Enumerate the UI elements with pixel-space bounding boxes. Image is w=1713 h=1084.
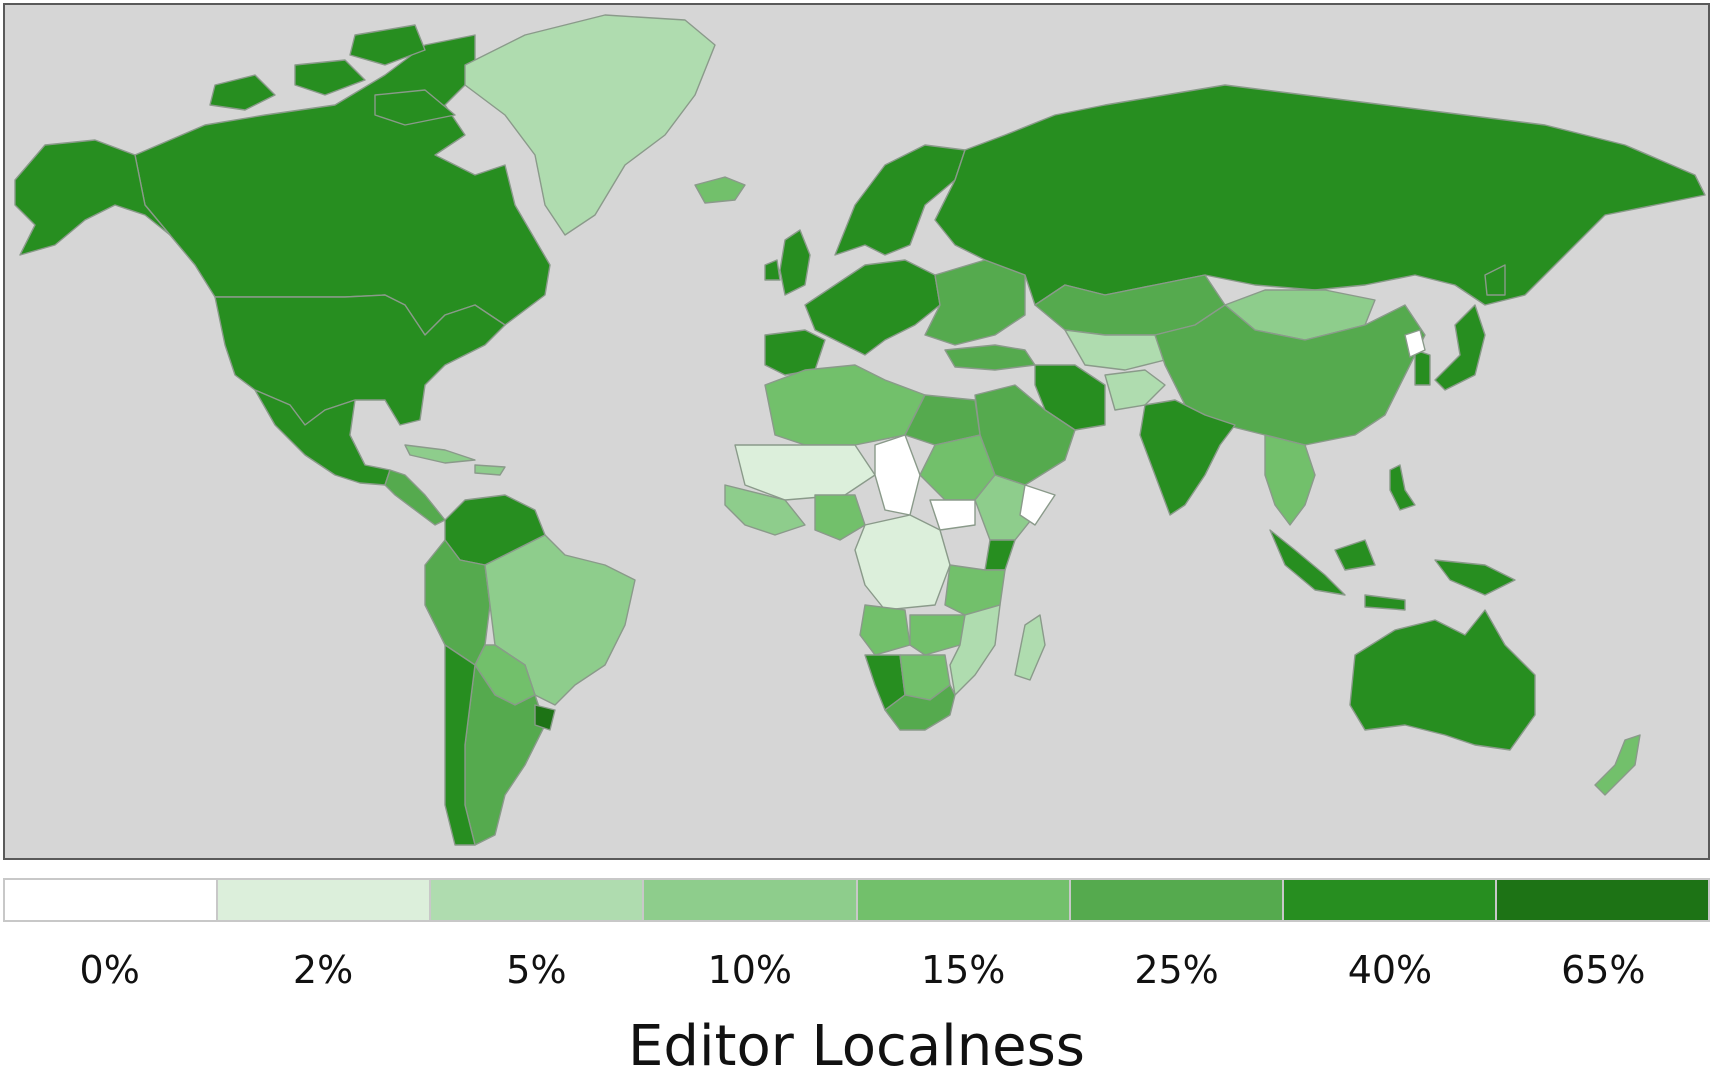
legend-label-5: 25% [1134, 948, 1219, 992]
region-nigeria [814, 494, 866, 541]
legend-label-3: 10% [707, 948, 793, 992]
region-united-kingdom [764, 229, 811, 296]
region-zambia [909, 614, 966, 656]
region-japan [1434, 264, 1506, 391]
region-uruguay [534, 704, 556, 731]
region-southeast-asia [1264, 434, 1316, 526]
world-map [3, 3, 1710, 860]
region-central-asia [1064, 329, 1166, 371]
region-sahel [734, 444, 876, 501]
legend-label-0: 0% [79, 948, 140, 992]
legend-label-2: 5% [506, 948, 567, 992]
region-peru-ecuador [424, 539, 491, 666]
region-iceland [694, 176, 746, 204]
legend-swatch-4 [857, 880, 1071, 920]
region-greenland [464, 14, 716, 236]
region-south-africa [884, 684, 956, 731]
region-eastern-europe [924, 259, 1026, 346]
region-central-america [384, 469, 446, 526]
region-chile [444, 644, 476, 846]
region-chad [874, 434, 921, 516]
color-legend [3, 878, 1710, 922]
legend-swatch-0 [5, 880, 219, 920]
region-mozambique [949, 604, 1001, 696]
legend-labels: 0% 2% 5% 10% 15% 25% 40% 65% [3, 945, 1710, 995]
legend-swatch-1 [218, 880, 432, 920]
world-map-svg [14, 14, 1706, 846]
region-indonesia-west [1269, 529, 1406, 611]
region-philippines [1389, 464, 1416, 511]
region-congo [854, 514, 951, 611]
region-russia [934, 84, 1706, 306]
region-new-guinea [1434, 559, 1516, 596]
legend-label-1: 2% [292, 948, 354, 992]
region-north-africa [764, 364, 926, 446]
legend-swatch-5 [1070, 880, 1284, 920]
region-afghanistan [1104, 369, 1166, 411]
legend-swatch-7 [1496, 880, 1708, 920]
region-angola [859, 604, 911, 656]
region-somalia [1019, 484, 1056, 526]
region-turkey [944, 344, 1036, 371]
region-madagascar [1014, 614, 1046, 681]
legend-swatch-2 [431, 880, 645, 920]
region-united-states [214, 294, 506, 426]
region-india [1139, 399, 1236, 516]
region-australia [1349, 609, 1536, 751]
region-caribbean [404, 444, 506, 476]
region-north-korea [1404, 329, 1426, 358]
region-canada-islands [209, 24, 456, 126]
legend-label-7: 65% [1561, 948, 1646, 992]
region-alaska [14, 139, 171, 256]
legend-title: Editor Localness [628, 1014, 1085, 1079]
region-west-africa [724, 484, 806, 536]
region-iran [1034, 364, 1106, 431]
region-mexico [254, 389, 391, 486]
region-new-zealand [1594, 734, 1641, 796]
legend-swatch-3 [644, 880, 858, 920]
region-europe-west [804, 259, 941, 356]
region-south-sudan [929, 499, 976, 531]
legend-label-6: 40% [1347, 948, 1433, 992]
legend-label-4: 15% [920, 948, 1006, 992]
region-korea [1414, 349, 1431, 386]
region-kenya [984, 539, 1016, 571]
legend-swatch-6 [1283, 880, 1497, 920]
